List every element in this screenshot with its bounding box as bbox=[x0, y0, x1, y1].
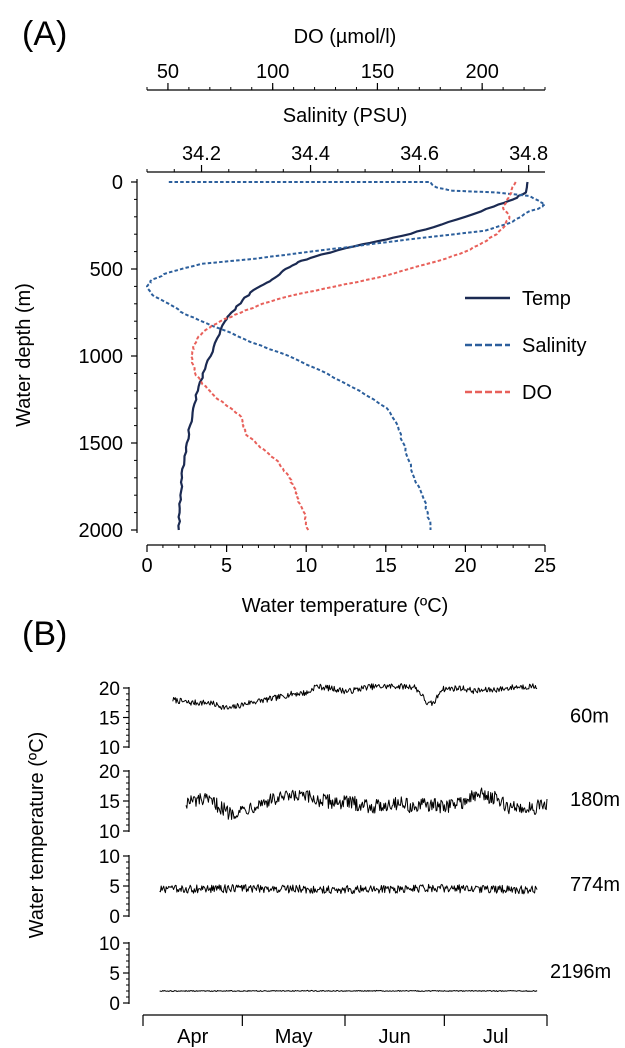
time-series-y-label: Water temperature (ºC) bbox=[26, 732, 48, 939]
series-60m bbox=[172, 683, 538, 710]
tick-label-774m-0: 0 bbox=[109, 907, 120, 928]
legend-label-do: DO bbox=[522, 382, 552, 404]
series-do bbox=[190, 181, 517, 531]
time-series-chart: Water temperature (ºC) 10 15 20 60m 10 15 20 18… bbox=[26, 679, 620, 1048]
series-label-774m: 774m bbox=[570, 874, 620, 896]
tick-label-180m-10: 10 bbox=[99, 822, 120, 843]
tick-label-2196m-10: 10 bbox=[99, 934, 120, 955]
tick-label-2196m-0: 0 bbox=[109, 994, 120, 1015]
tick-label-774m-5: 5 bbox=[109, 877, 120, 898]
series-temp bbox=[177, 181, 529, 531]
temp-tick-label-20: 20 bbox=[454, 555, 476, 577]
depth-axis-label: Water depth (m) bbox=[13, 283, 35, 427]
sal-tick-label-34.8: 34.8 bbox=[509, 143, 548, 165]
series-label-180m: 180m bbox=[570, 789, 620, 811]
panel-label-b: (B) bbox=[22, 615, 67, 653]
month-label-may: May bbox=[275, 1026, 313, 1048]
legend-label-temp: Temp bbox=[522, 288, 571, 310]
depth-tick-label-0: 0 bbox=[112, 172, 123, 194]
sal-tick-label-34.4: 34.4 bbox=[291, 143, 330, 165]
tick-label-60m-15: 15 bbox=[99, 709, 120, 730]
tick-label-60m-10: 10 bbox=[99, 738, 120, 759]
tick-label-180m-20: 20 bbox=[99, 762, 120, 783]
month-label-apr: Apr bbox=[177, 1026, 208, 1048]
series-774m bbox=[159, 883, 538, 895]
sal-tick-label-34.6: 34.6 bbox=[400, 143, 439, 165]
temp-tick-label-15: 15 bbox=[375, 555, 397, 577]
depth-profile-chart: DO (µmol/l) Salinity (PSU) Water tempera… bbox=[13, 26, 586, 617]
temp-tick-label-0: 0 bbox=[141, 555, 152, 577]
do-tick-label-150: 150 bbox=[361, 61, 394, 83]
salinity-axis-label: Salinity (PSU) bbox=[283, 105, 407, 127]
legend-label-salinity: Salinity bbox=[522, 335, 586, 357]
temp-tick-label-5: 5 bbox=[221, 555, 232, 577]
depth-tick-label-2000: 2000 bbox=[79, 520, 124, 542]
do-tick-label-50: 50 bbox=[157, 61, 179, 83]
tick-label-60m-20: 20 bbox=[99, 679, 120, 700]
series-180m bbox=[185, 787, 548, 820]
temp-tick-label-25: 25 bbox=[534, 555, 556, 577]
temp-tick-label-10: 10 bbox=[295, 555, 317, 577]
series-label-60m: 60m bbox=[570, 706, 609, 728]
depth-tick-label-500: 500 bbox=[90, 259, 123, 281]
tick-label-180m-15: 15 bbox=[99, 792, 120, 813]
depth-tick-label-1500: 1500 bbox=[79, 433, 124, 455]
depth-tick-label-1000: 1000 bbox=[79, 346, 124, 368]
series-2196m bbox=[159, 989, 538, 992]
do-tick-label-100: 100 bbox=[256, 61, 289, 83]
do-axis-label: DO (µmol/l) bbox=[294, 26, 397, 48]
series-salinity bbox=[146, 181, 546, 530]
panel-label-a: (A) bbox=[22, 15, 67, 53]
tick-label-774m-10: 10 bbox=[99, 847, 120, 868]
temperature-axis-label: Water temperature (ºC) bbox=[242, 595, 449, 617]
month-label-jul: Jul bbox=[483, 1026, 509, 1048]
do-tick-label-200: 200 bbox=[465, 61, 498, 83]
sal-tick-label-34.2: 34.2 bbox=[182, 143, 221, 165]
month-label-jun: Jun bbox=[379, 1026, 411, 1048]
series-label-2196m: 2196m bbox=[550, 961, 611, 983]
tick-label-2196m-5: 5 bbox=[109, 964, 120, 985]
